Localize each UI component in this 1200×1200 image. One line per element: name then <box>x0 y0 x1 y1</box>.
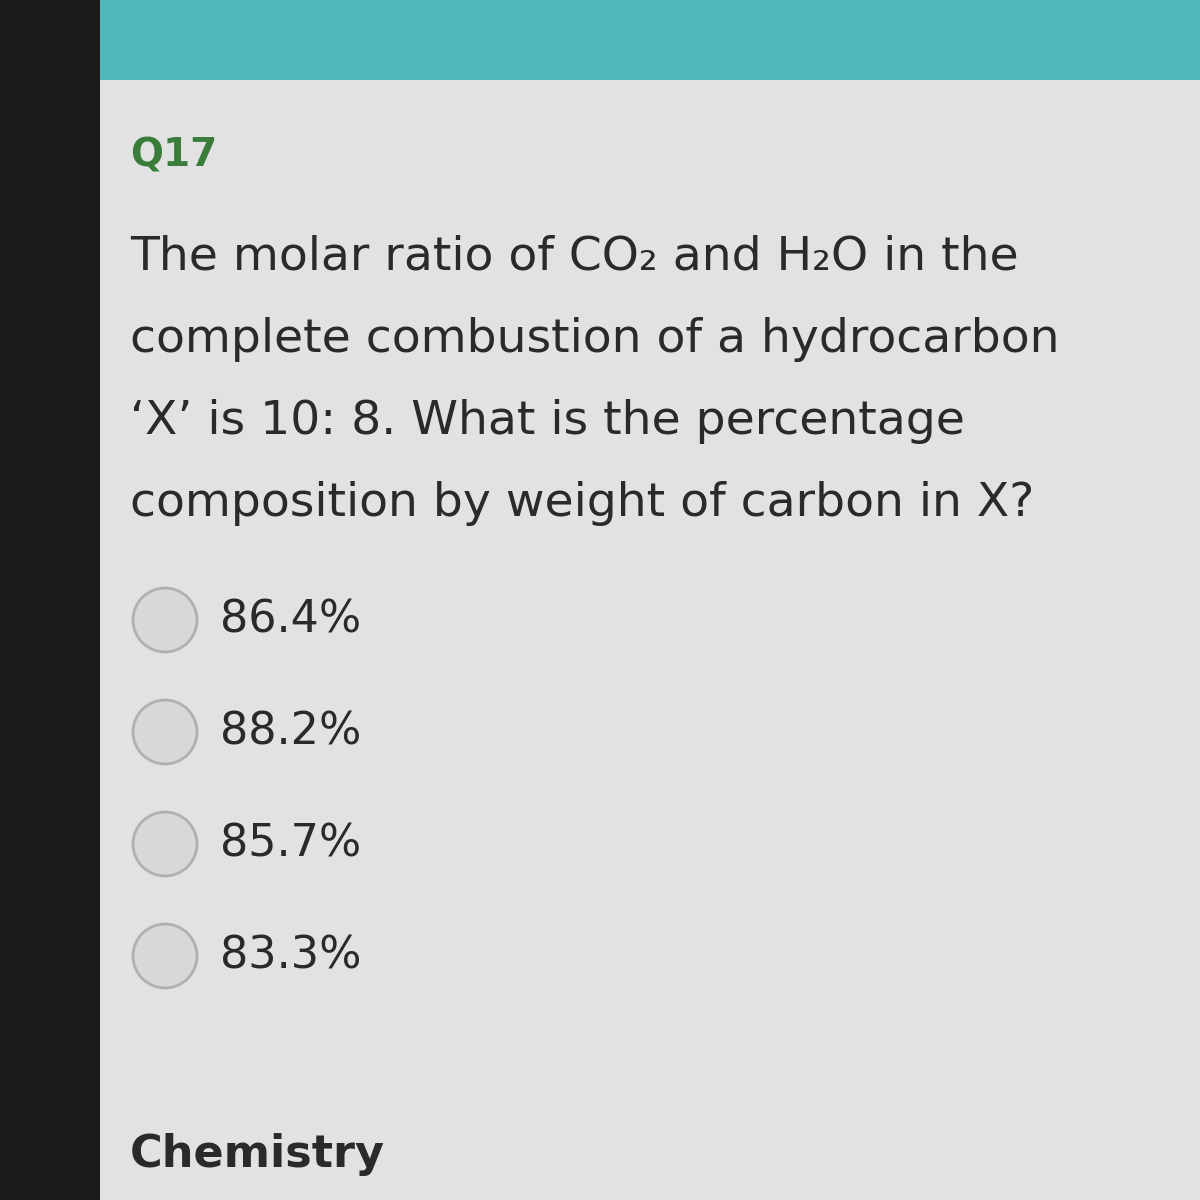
Text: 86.4%: 86.4% <box>220 599 361 642</box>
Text: Q17: Q17 <box>130 136 217 174</box>
Text: ‘X’ is 10: 8. What is the percentage: ‘X’ is 10: 8. What is the percentage <box>130 398 965 444</box>
Text: composition by weight of carbon in X?: composition by weight of carbon in X? <box>130 481 1034 526</box>
Circle shape <box>133 924 197 988</box>
Circle shape <box>133 700 197 764</box>
Text: 85.7%: 85.7% <box>220 822 361 865</box>
Bar <box>0 0 100 1200</box>
Text: 83.3%: 83.3% <box>220 935 361 978</box>
Text: 88.2%: 88.2% <box>220 710 361 754</box>
Text: The molar ratio of CO₂ and H₂O in the: The molar ratio of CO₂ and H₂O in the <box>130 235 1019 280</box>
Text: complete combustion of a hydrocarbon: complete combustion of a hydrocarbon <box>130 317 1060 362</box>
Text: Chemistry: Chemistry <box>130 1134 385 1176</box>
Bar <box>0 0 1200 80</box>
Circle shape <box>133 812 197 876</box>
Circle shape <box>133 588 197 652</box>
